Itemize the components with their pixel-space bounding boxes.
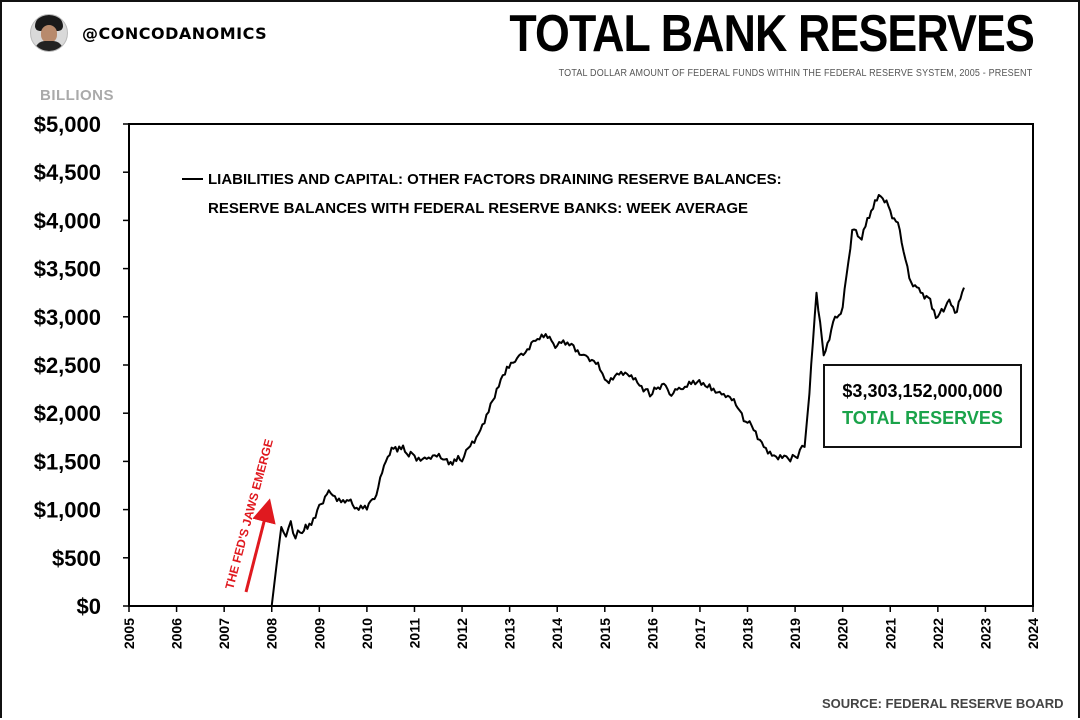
y-axis-unit-label: BILLIONS (40, 87, 114, 104)
plot-area (128, 123, 1034, 607)
annotation-arrow (244, 498, 276, 593)
x-tick-label: 2021 (882, 618, 898, 649)
y-tick-label: $0 (77, 594, 101, 619)
callout-amount: $3,303,152,000,000 (842, 381, 1003, 401)
x-tick-label: 2010 (359, 618, 375, 649)
y-tick-label: $1,000 (34, 498, 101, 523)
x-tick-label: 2008 (264, 618, 280, 649)
x-tick-label: 2013 (502, 618, 518, 649)
page-title: TOTAL BANK RESERVES (509, 5, 1034, 63)
x-tick-label: 2016 (644, 618, 660, 649)
x-tick-label: 2018 (740, 618, 756, 649)
x-tick-label: 2005 (121, 618, 137, 649)
series-line-reserve-balances (270, 194, 965, 607)
avatar (30, 14, 68, 52)
x-tick-label: 2007 (216, 618, 232, 649)
legend-line-2: RESERVE BALANCES WITH FEDERAL RESERVE BA… (208, 200, 748, 217)
y-tick-label: $3,500 (34, 257, 101, 282)
x-tick-label: 2014 (549, 618, 565, 649)
annotation-fed-jaws: THE FED'S JAWS EMERGE (222, 438, 276, 593)
x-tick-label: 2006 (169, 618, 185, 649)
x-tick-label: 2012 (454, 618, 470, 649)
x-tick-label: 2020 (835, 618, 851, 649)
y-tick-label: $500 (52, 546, 101, 571)
brand: @CONCODANOMICS (30, 14, 267, 52)
y-tick-label: $2,000 (34, 401, 101, 426)
legend: LIABILITIES AND CAPITAL: OTHER FACTORS D… (182, 171, 782, 217)
total-reserves-callout: $3,303,152,000,000 TOTAL RESERVES (823, 364, 1022, 448)
x-tick-label: 2009 (311, 618, 327, 649)
author-handle: @CONCODANOMICS (82, 23, 268, 43)
x-tick-label: 2024 (1025, 618, 1041, 649)
source-credit: SOURCE: FEDERAL RESERVE BOARD (822, 696, 1064, 711)
x-tick-label: 2019 (787, 618, 803, 649)
x-tick-label: 2022 (930, 618, 946, 649)
y-tick-label: $5,000 (34, 112, 101, 137)
x-tick-label: 2017 (692, 618, 708, 649)
y-tick-label: $4,500 (34, 160, 101, 185)
callout-label: TOTAL RESERVES (842, 408, 1003, 428)
annotation-text: THE FED'S JAWS EMERGE (222, 438, 276, 591)
x-tick-label: 2011 (406, 618, 422, 649)
y-tick-label: $1,500 (34, 449, 101, 474)
x-tick-label: 2015 (597, 618, 613, 649)
page-subtitle: TOTAL DOLLAR AMOUNT OF FEDERAL FUNDS WIT… (558, 68, 1032, 79)
x-tick-label: 2023 (977, 618, 993, 649)
y-tick-label: $3,000 (34, 305, 101, 330)
y-tick-label: $2,500 (34, 353, 101, 378)
y-tick-label: $4,000 (34, 208, 101, 233)
legend-line-1: LIABILITIES AND CAPITAL: OTHER FACTORS D… (208, 171, 782, 188)
